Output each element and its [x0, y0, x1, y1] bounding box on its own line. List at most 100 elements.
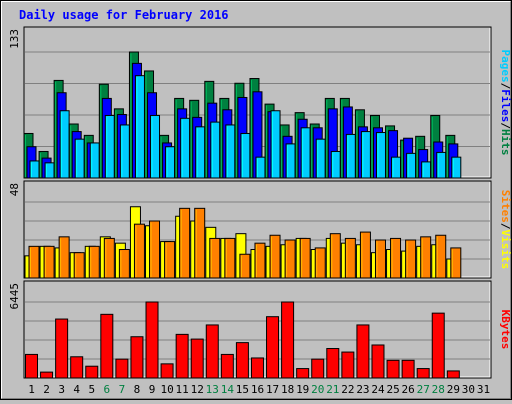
x-tick-label-day-3: 3	[58, 383, 65, 396]
bar-sites-day-10	[164, 241, 176, 279]
bar-sites-day-4	[73, 252, 85, 279]
x-tick-label-day-25: 25	[386, 383, 399, 396]
bar-sites-day-3	[58, 236, 70, 279]
bar-sites-day-25	[390, 237, 402, 279]
x-tick-label-day-18: 18	[281, 383, 294, 396]
x-tick-label-day-29: 29	[447, 383, 460, 396]
bar-sites-day-27	[420, 236, 432, 279]
legend-visits-sites: Sites/Visits	[499, 190, 512, 270]
x-tick-label-day-21: 21	[326, 383, 339, 396]
bar-kbytes-day-11	[175, 333, 189, 379]
x-tick-label-day-26: 26	[402, 383, 415, 396]
x-tick-label-day-4: 4	[73, 383, 80, 396]
legend-separator: /	[499, 83, 512, 90]
x-tick-label-day-17: 17	[266, 383, 279, 396]
bar-sites-day-1	[28, 245, 40, 279]
bar-sites-day-28	[435, 234, 447, 279]
bar-sites-day-24	[374, 239, 386, 279]
x-tick-label-day-9: 9	[149, 383, 156, 396]
bar-kbytes-day-28	[431, 312, 445, 379]
bar-pages-day-29	[451, 156, 462, 179]
x-tick-label-day-15: 15	[236, 383, 249, 396]
bar-sites-day-21	[329, 233, 341, 279]
legend-label-files: Files	[499, 89, 512, 122]
bar-sites-day-13	[209, 237, 221, 279]
bar-sites-day-6	[103, 237, 115, 279]
bar-kbytes-day-7	[115, 358, 129, 379]
bar-kbytes-day-4	[70, 356, 84, 379]
x-tick-label-day-23: 23	[356, 383, 369, 396]
x-tick-label-day-20: 20	[311, 383, 324, 396]
x-tick-label-day-1: 1	[28, 383, 35, 396]
legend-kbytes: KBytes	[499, 310, 512, 350]
x-tick-label-day-12: 12	[191, 383, 204, 396]
bar-sites-day-9	[149, 220, 161, 279]
bar-kbytes-day-3	[55, 318, 69, 379]
legend-label-pages: Pages	[499, 50, 512, 83]
bar-kbytes-day-24	[371, 344, 385, 379]
bar-kbytes-day-9	[145, 301, 159, 379]
bar-kbytes-day-12	[190, 338, 204, 379]
bar-sites-day-23	[359, 231, 371, 279]
bar-kbytes-day-26	[401, 359, 415, 379]
y-max-label-hits-files-pages: 133	[8, 29, 21, 49]
x-tick-label-day-28: 28	[432, 383, 445, 396]
bar-sites-day-12	[194, 207, 206, 279]
x-tick-label-day-8: 8	[134, 383, 141, 396]
bar-kbytes-day-16	[250, 357, 264, 379]
x-tick-label-day-5: 5	[88, 383, 95, 396]
x-tick-label-day-27: 27	[417, 383, 430, 396]
bar-sites-day-14	[224, 237, 236, 279]
bar-kbytes-day-6	[100, 313, 114, 379]
bar-kbytes-day-1	[25, 353, 38, 379]
x-tick-label-day-30: 30	[462, 383, 475, 396]
legend-label-kbytes: KBytes	[499, 310, 512, 350]
y-max-label-kbytes: 6445	[8, 283, 21, 310]
legend-label-visits: Visits	[499, 230, 512, 270]
bar-kbytes-day-2	[40, 371, 54, 379]
legend-label-hits: Hits	[499, 129, 512, 156]
bar-kbytes-day-10	[160, 363, 174, 379]
chart-title: Daily usage for February 2016	[19, 8, 229, 22]
x-tick-label-day-24: 24	[371, 383, 385, 396]
bar-kbytes-day-5	[85, 365, 99, 379]
x-tick-label-day-19: 19	[296, 383, 309, 396]
x-tick-label-day-6: 6	[104, 383, 111, 396]
bar-sites-day-2	[43, 245, 55, 279]
bar-sites-day-26	[405, 239, 417, 279]
bar-kbytes-day-27	[416, 368, 430, 379]
bar-kbytes-day-25	[386, 359, 400, 379]
bar-kbytes-day-29	[446, 370, 460, 379]
bar-kbytes-day-23	[356, 324, 370, 379]
bar-kbytes-day-19	[296, 368, 310, 379]
legend-separator: /	[499, 223, 512, 230]
bar-sites-day-29	[450, 247, 462, 279]
y-max-label-visits-sites: 48	[8, 183, 21, 196]
bar-sites-day-19	[299, 237, 311, 279]
bar-kbytes-day-8	[130, 336, 144, 379]
x-tick-label-day-11: 11	[176, 383, 189, 396]
legend-hits-files-pages: Pages/Files/Hits	[499, 50, 512, 156]
bar-kbytes-day-17	[266, 316, 280, 379]
x-tick-label-day-16: 16	[251, 383, 264, 396]
bar-sites-day-16	[254, 242, 266, 279]
bar-sites-day-17	[269, 234, 281, 279]
bar-kbytes-day-13	[205, 324, 219, 379]
bar-kbytes-day-22	[341, 351, 355, 379]
bar-kbytes-day-15	[235, 342, 249, 379]
x-tick-label-day-14: 14	[221, 383, 235, 396]
bar-kbytes-day-21	[326, 348, 340, 379]
x-tick-label-day-10: 10	[160, 383, 173, 396]
bar-kbytes-day-20	[311, 358, 325, 379]
legend-separator: /	[499, 122, 512, 129]
x-tick-label-day-2: 2	[43, 383, 50, 396]
bar-sites-day-15	[239, 253, 251, 279]
bar-sites-day-5	[88, 245, 100, 279]
bar-kbytes-day-14	[220, 353, 234, 379]
x-tick-label-day-31: 31	[477, 383, 490, 396]
x-tick-label-day-13: 13	[206, 383, 219, 396]
